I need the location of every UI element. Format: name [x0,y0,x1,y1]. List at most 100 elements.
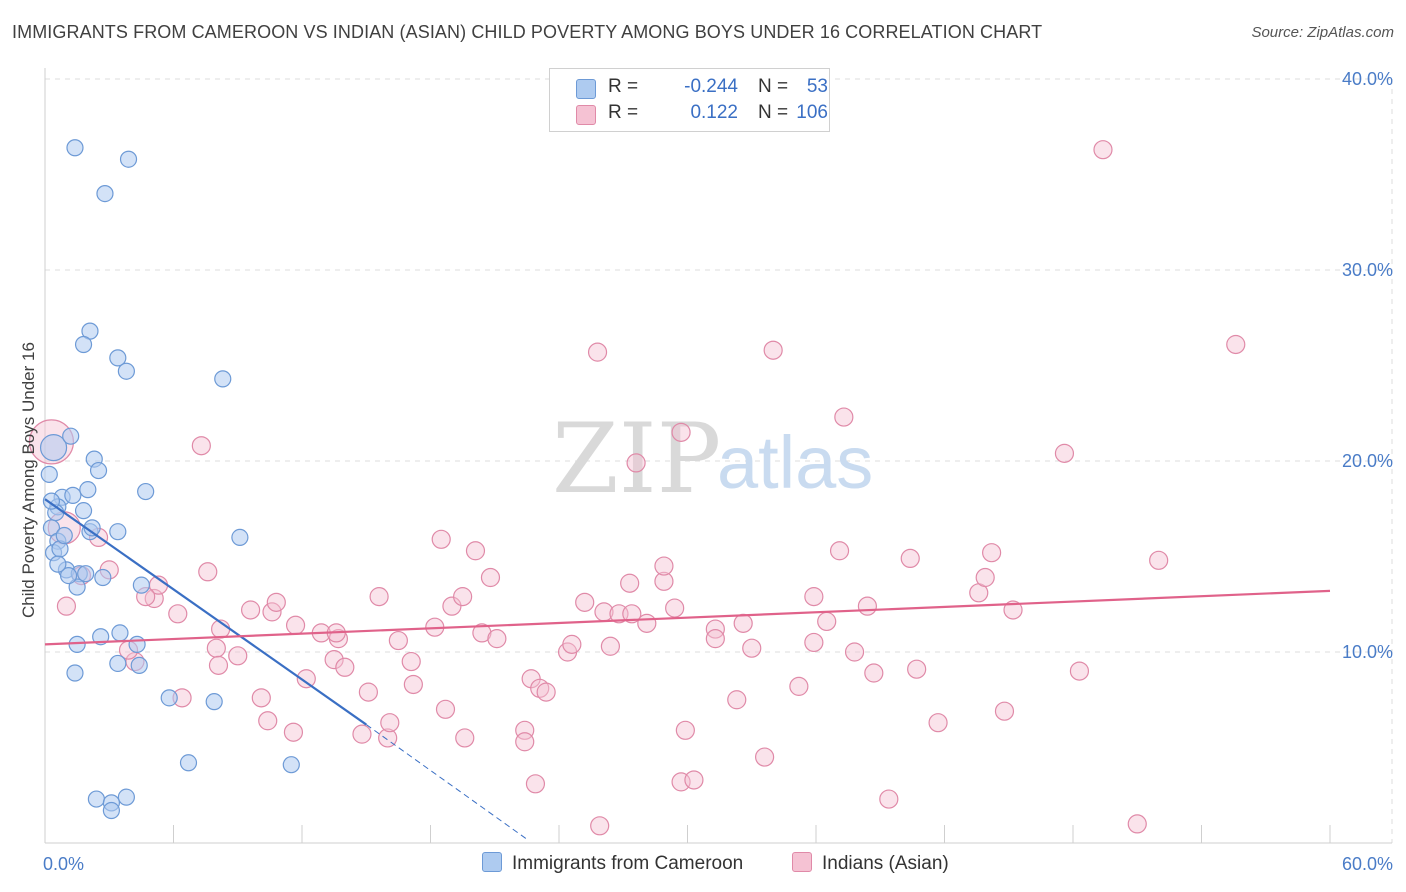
legend-label-cameroon: Immigrants from Cameroon [512,853,744,874]
data-point-cameroon [79,481,97,499]
legend-swatch-blue [482,852,502,872]
legend-label-indians: Indians (Asian) [822,853,949,874]
data-point-indians [1003,600,1023,620]
data-point-cameroon [74,502,93,520]
data-point-cameroon [87,790,106,808]
data-point-indians [335,657,355,677]
data-point-cameroon [102,801,120,820]
data-point-indians [671,422,691,442]
data-point-indians [620,573,640,593]
data-point-indians [982,543,1002,563]
data-point-indians [388,630,408,651]
legend-swatch-blue [576,79,596,99]
data-point-cameroon [89,461,108,480]
data-point-indians [369,587,389,607]
data-point-indians [804,632,824,653]
y-tick-label: 40.0% [1342,69,1393,89]
data-point-indians [1149,550,1169,570]
data-point-indians [844,642,865,662]
trend-line-cameroon-extension [365,724,528,840]
data-point-indians [453,587,473,607]
data-point-indians [536,682,556,702]
correlation-legend: R = -0.244 N = 53 R = 0.122 N = 106 [549,68,830,132]
legend-n-label: N = [758,102,789,123]
data-point-indians [622,604,642,624]
data-point-cameroon [137,482,155,501]
data-point-cameroon [109,349,127,367]
data-point-indians [525,774,546,794]
data-point-indians [56,596,77,616]
data-point-indians [480,567,501,588]
legend-r-value: 0.122 [690,102,738,123]
data-point-indians [994,701,1015,721]
data-point-cameroon [62,427,80,445]
data-point-indians [575,592,595,612]
data-point-cameroon [128,635,146,653]
chart-title: IMMIGRANTS FROM CAMEROON VS INDIAN (ASIA… [12,22,1043,42]
data-point-cameroon [282,756,300,774]
data-point-cameroon [64,486,82,504]
data-point-indians [654,571,674,591]
data-point-indians [684,770,704,790]
data-point-indians [829,541,850,561]
data-point-indians [587,342,608,362]
data-point-indians [191,436,211,456]
x-tick-labels: 0.0% 60.0% [43,854,1393,874]
data-point-indians [1069,661,1090,681]
data-point-indians [864,663,884,683]
data-point-cameroon [205,693,223,711]
data-point-indians [857,596,878,616]
data-point-cameroon [231,528,249,547]
data-point-indians [431,529,451,549]
data-point-cameroon [66,139,84,157]
data-point-indians [600,636,621,656]
data-point-indians [742,638,762,658]
data-point-indians [727,690,747,710]
data-point-cameroon [109,523,127,541]
data-point-cameroon [39,434,68,462]
legend-r-value: -0.244 [684,76,738,97]
data-point-indians [380,713,400,733]
data-point-indians [198,562,218,582]
data-point-indians [1127,814,1147,834]
x-tick-label: 0.0% [43,854,84,874]
data-point-cameroon [119,150,138,168]
data-point-indians [879,789,899,809]
legend-r-label: R = [608,102,639,123]
data-point-indians [168,604,188,624]
data-point-indians [435,699,456,719]
legend-n-label: N = [758,76,789,97]
data-point-cameroon [132,576,150,594]
data-point-indians [515,732,535,752]
trend-line-indians [44,589,1331,646]
data-point-indians [562,634,582,654]
data-point-indians [283,722,304,742]
legend-item-indians[interactable]: Indians (Asian) [792,852,949,875]
data-point-cameroon [77,565,95,583]
data-point-indians [472,623,492,643]
data-point-indians [324,650,344,670]
data-point-cameroon [68,578,86,596]
data-point-indians [378,728,398,748]
data-point-cameroon [94,568,112,587]
data-point-indians [206,638,226,658]
data-point-cameroon [109,654,127,673]
data-point-indians [754,747,775,767]
data-point-cameroon [74,335,93,354]
data-point-cameroon [111,624,129,642]
data-point-cameroon [49,555,67,573]
watermark-zip: ZIP [552,403,721,515]
data-point-indians [907,659,927,679]
legend-item-cameroon[interactable]: Immigrants from Cameroon [482,852,743,875]
data-point-indians [733,613,753,633]
data-point-indians [262,602,282,622]
data-point-cameroon [117,788,135,806]
data-point-indians [789,676,809,696]
data-point-indians [515,720,535,740]
y-tick-label: 20.0% [1342,451,1393,471]
data-point-indians [834,407,854,427]
data-point-indians [1093,140,1113,160]
trend-line-cameroon [44,498,367,726]
series-indians-asian [28,140,1246,836]
y-tick-label: 10.0% [1342,642,1393,662]
